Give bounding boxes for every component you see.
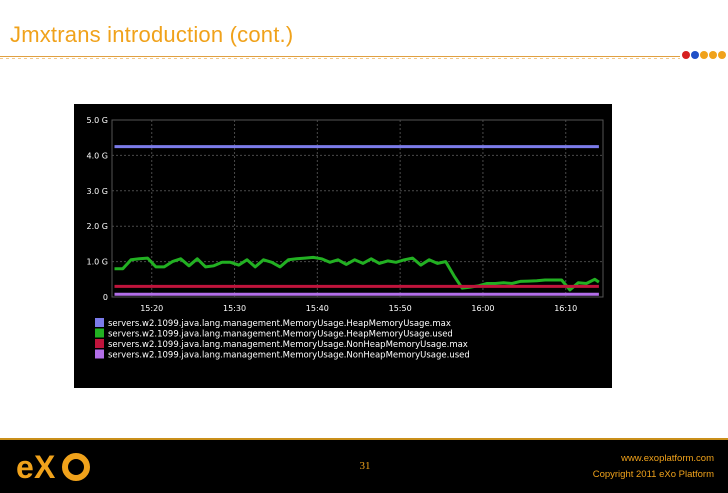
legend-label: servers.w2.1099.java.lang.management.Mem… [108, 351, 470, 361]
footer-copyright: Copyright 2011 eXo Platform [592, 469, 714, 480]
footer-bar: e X 31 www.exoplatform.com Copyright 201… [0, 438, 728, 493]
x-tick-label: 15:30 [223, 304, 246, 313]
legend-swatch [95, 328, 104, 338]
x-tick-label: 15:20 [140, 304, 163, 313]
legend-label: servers.w2.1099.java.lang.management.Mem… [108, 319, 451, 329]
decorative-dot [718, 51, 726, 59]
series-line-2 [114, 255, 600, 292]
exo-logo-x: X [34, 450, 56, 484]
legend-label: servers.w2.1099.java.lang.management.Mem… [108, 340, 468, 350]
x-tick-label: 15:50 [389, 304, 412, 313]
legend-swatch [95, 339, 104, 348]
y-tick-label: 3.0 G [87, 187, 108, 196]
legend-swatch [95, 349, 104, 359]
decorative-dot [700, 51, 708, 59]
chart-svg: 0 1.0 G 2.0 G 3.0 G 4.0 G 5.0 G 15:20 15:30 15:4… [87, 116, 604, 361]
exo-logo-e: e [16, 450, 34, 484]
y-tick-label: 4.0 G [87, 151, 108, 160]
slide-title: Jmxtrans introduction (cont.) [10, 22, 294, 47]
page-number: 31 [359, 460, 371, 472]
decorative-dot [682, 51, 690, 59]
decorative-dot [691, 51, 699, 59]
plot-area-border [111, 119, 604, 298]
decorative-dot [709, 51, 717, 59]
title-underline-dashed [0, 58, 680, 59]
y-tick-label: 0 [103, 293, 108, 302]
footer-accent-line [0, 438, 728, 440]
title-underline [0, 56, 680, 57]
y-tick-label: 2.0 G [87, 222, 108, 231]
exo-logo: e X [16, 450, 90, 484]
x-tick-label: 15:40 [306, 304, 329, 313]
footer-url: www.exoplatform.com [621, 453, 714, 464]
legend-swatch [95, 318, 104, 327]
x-tick-label: 16:10 [554, 304, 577, 313]
y-tick-label: 5.0 G [87, 116, 108, 125]
memory-usage-chart: 0 1.0 G 2.0 G 3.0 G 4.0 G 5.0 G 15:20 15:30 15:4… [74, 104, 612, 388]
y-tick-label: 1.0 G [87, 258, 108, 267]
decorative-dots [682, 51, 726, 61]
exo-logo-o [62, 453, 90, 481]
x-tick-label: 16:00 [471, 304, 494, 313]
legend-label: servers.w2.1099.java.lang.management.Mem… [108, 330, 453, 340]
